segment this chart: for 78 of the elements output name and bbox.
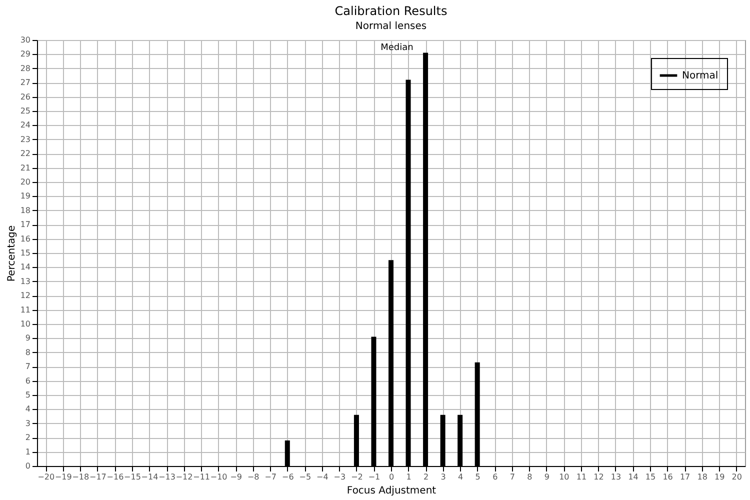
x-tick-label: −16 bbox=[106, 472, 124, 482]
chart-subtitle: Normal lenses bbox=[355, 21, 427, 32]
y-tick-label: 25 bbox=[20, 106, 30, 116]
x-tick-label: 8 bbox=[527, 472, 532, 482]
y-tick-label: 1 bbox=[25, 447, 30, 456]
x-tick-label: 11 bbox=[576, 472, 587, 482]
x-tick-label: −20 bbox=[38, 472, 55, 482]
y-tick-label: 16 bbox=[20, 234, 30, 244]
x-tick-label: 12 bbox=[594, 472, 604, 482]
y-tick-label: 0 bbox=[25, 462, 30, 470]
y-tick-label: 18 bbox=[20, 206, 30, 215]
y-tick-label: 24 bbox=[20, 120, 30, 130]
x-tick-label: −7 bbox=[264, 472, 277, 482]
y-tick-label: 2 bbox=[25, 433, 30, 442]
legend-label: Normal bbox=[682, 70, 718, 82]
x-tick-label: 14 bbox=[628, 472, 638, 482]
x-tick-label: −6 bbox=[282, 472, 294, 482]
x-tick-label: 6 bbox=[492, 472, 498, 482]
y-tick-label: 6 bbox=[25, 376, 30, 386]
y-tick-label: 13 bbox=[20, 276, 30, 286]
x-tick-label: 10 bbox=[559, 472, 570, 482]
y-tick-label: 21 bbox=[20, 163, 30, 172]
y-tick-label: 8 bbox=[25, 348, 30, 357]
x-tick-label: 15 bbox=[645, 472, 656, 482]
y-tick-label: 10 bbox=[20, 320, 30, 328]
x-tick-label: −18 bbox=[72, 472, 90, 482]
x-tick-label: 0 bbox=[388, 472, 394, 482]
x-tick-label: −12 bbox=[176, 472, 193, 482]
x-tick-label: 19 bbox=[714, 472, 725, 482]
x-tick-label: −4 bbox=[316, 472, 328, 482]
x-tick-label: 3 bbox=[440, 472, 446, 482]
x-tick-label: −8 bbox=[247, 472, 260, 482]
x-tick-label: 13 bbox=[610, 472, 622, 482]
y-tick-label: 11 bbox=[20, 305, 30, 314]
y-tick-label: 30 bbox=[20, 36, 30, 44]
y-tick-label: 4 bbox=[25, 404, 30, 414]
y-tick-label: 12 bbox=[20, 291, 30, 300]
x-tick-label: −15 bbox=[124, 472, 141, 482]
y-tick-label: 9 bbox=[25, 334, 30, 343]
y-tick-label: 7 bbox=[25, 362, 30, 372]
y-tick-label: 23 bbox=[20, 134, 30, 144]
x-tick-label: 9 bbox=[544, 472, 550, 482]
x-tick-label: 1 bbox=[406, 472, 412, 482]
x-tick-label: 16 bbox=[662, 472, 673, 482]
y-tick-label: 19 bbox=[20, 192, 30, 201]
annotation: Median bbox=[380, 43, 414, 53]
x-tick-label: −5 bbox=[299, 472, 312, 482]
x-tick-label: 20 bbox=[732, 472, 742, 482]
y-tick-label: 3 bbox=[25, 418, 30, 428]
x-tick-label: −1 bbox=[368, 472, 380, 482]
y-tick-label: 26 bbox=[20, 92, 30, 102]
x-tick-label: −13 bbox=[158, 472, 176, 482]
y-tick-label: 5 bbox=[25, 390, 30, 400]
x-tick-label: −19 bbox=[54, 472, 72, 482]
x-tick-label: −9 bbox=[230, 472, 242, 482]
x-tick-label: 2 bbox=[423, 472, 429, 482]
y-tick-label: 14 bbox=[20, 262, 30, 272]
x-tick-label: −10 bbox=[210, 472, 228, 482]
x-tick-label: −11 bbox=[193, 472, 210, 482]
x-tick-label: −14 bbox=[141, 472, 158, 482]
y-tick-label: 15 bbox=[20, 248, 30, 258]
x-axis-title: Focus Adjustment bbox=[346, 486, 436, 496]
y-axis-title: Percentage bbox=[6, 225, 18, 282]
y-tick-label: 20 bbox=[20, 178, 30, 186]
x-tick-label: 7 bbox=[510, 472, 515, 482]
y-tick-label: 22 bbox=[20, 149, 30, 158]
x-tick-label: −17 bbox=[89, 472, 106, 482]
x-tick-label: −3 bbox=[334, 472, 346, 482]
x-tick-label: 5 bbox=[475, 472, 480, 482]
chart-title: Calibration Results bbox=[334, 4, 448, 18]
y-tick-label: 28 bbox=[20, 64, 30, 73]
x-tick-label: 17 bbox=[680, 472, 690, 482]
y-tick-label: 27 bbox=[20, 78, 30, 88]
y-tick-label: 17 bbox=[20, 220, 30, 230]
x-tick-label: 4 bbox=[458, 472, 464, 482]
x-tick-label: −2 bbox=[351, 472, 363, 482]
y-tick-label: 29 bbox=[20, 50, 30, 59]
x-tick-label: 18 bbox=[697, 472, 708, 482]
